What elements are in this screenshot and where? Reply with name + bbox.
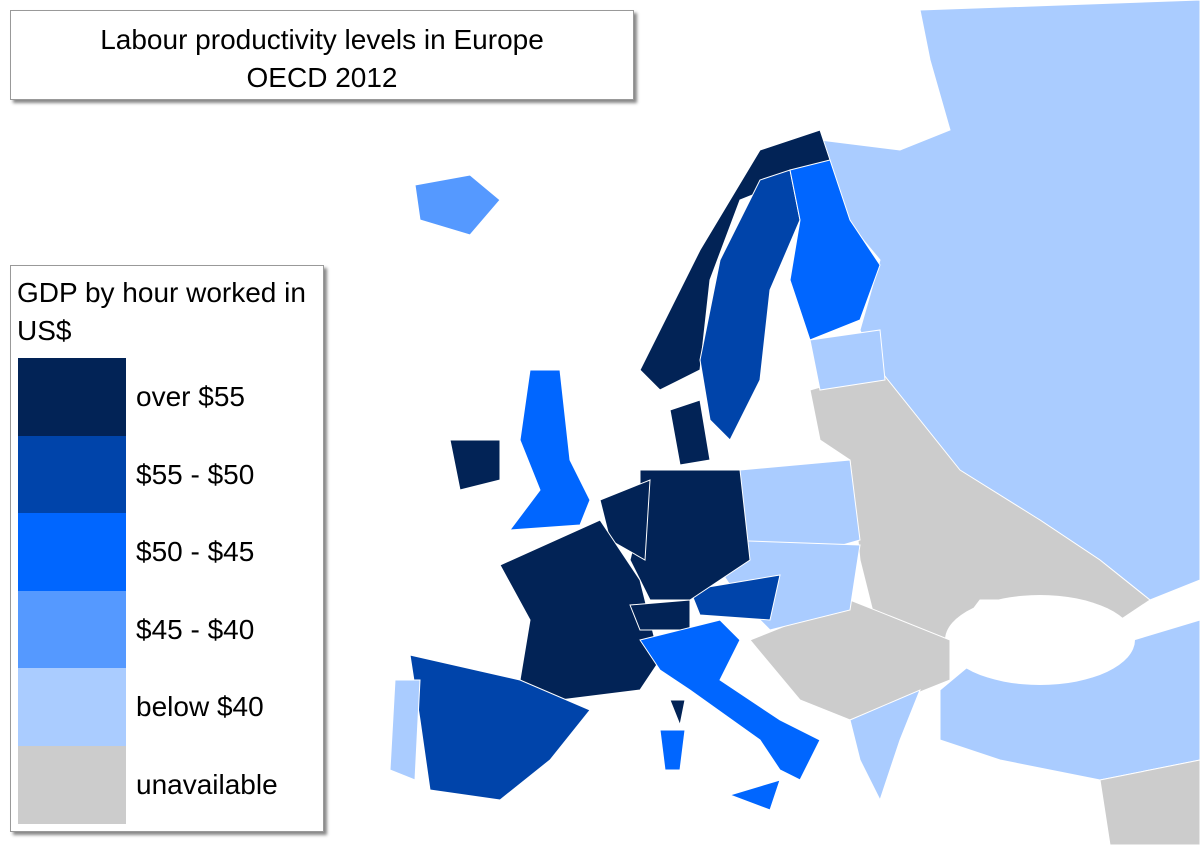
title: Labour productivity levels in Europe (100, 24, 544, 55)
balkans (749, 599, 951, 721)
legend-swatch (18, 513, 126, 591)
legend-label: $45 - $40 (136, 613, 255, 645)
legend-label: over $55 (136, 381, 245, 412)
legend-label: $50 - $45 (136, 536, 255, 567)
legend-swatch (18, 668, 126, 746)
corsica (669, 699, 686, 727)
legend-swatch (18, 745, 126, 824)
legend-swatch (18, 358, 126, 436)
ireland (449, 439, 501, 491)
subtitle: OECD 2012 (246, 62, 398, 93)
legend-swatch (18, 590, 126, 669)
legend-title: GDP by hour worked in US$ (17, 277, 306, 346)
spain (409, 654, 591, 801)
portugal (389, 679, 421, 781)
baltic-states (809, 329, 886, 391)
black-sea (945, 595, 1135, 685)
switzerland (629, 599, 691, 631)
title-box: Labour productivity levels in Europe OEC… (10, 10, 634, 100)
united-kingdom (508, 369, 591, 531)
legend-label: $55 - $50 (136, 458, 255, 490)
iceland (414, 174, 501, 236)
sweden (699, 169, 801, 441)
sardinia (659, 729, 686, 771)
caucasus-middle-east (1099, 759, 1200, 845)
greece (849, 689, 921, 802)
legend-label: unavailable (136, 768, 278, 800)
italy (639, 619, 821, 781)
denmark (669, 399, 711, 466)
legend-label: below $40 (136, 691, 264, 722)
austria (689, 574, 781, 621)
legend-swatch (18, 435, 126, 514)
france (499, 519, 661, 701)
sicily (728, 779, 781, 811)
legend: GDP by hour worked in US$ over $55 $55 - … (10, 265, 324, 832)
finland (789, 159, 881, 341)
